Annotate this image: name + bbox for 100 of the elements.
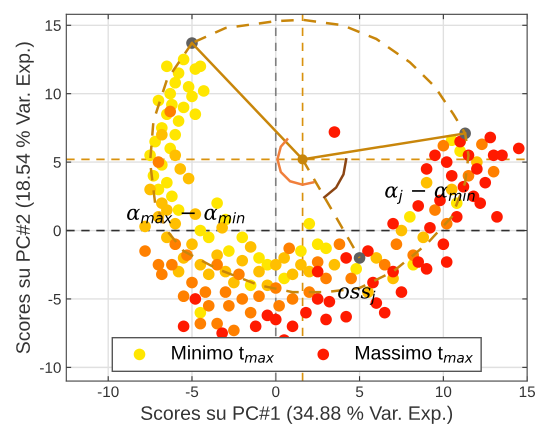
point xyxy=(186,90,198,102)
point xyxy=(211,258,223,271)
point xyxy=(334,238,346,250)
x-tick-label: 5 xyxy=(356,386,364,398)
point xyxy=(286,320,298,332)
point xyxy=(320,314,332,326)
x-tick-label: -10 xyxy=(98,386,119,398)
point xyxy=(491,211,503,223)
point xyxy=(178,290,190,302)
point xyxy=(161,176,173,188)
point xyxy=(429,204,441,216)
point xyxy=(253,266,265,278)
point xyxy=(164,106,176,118)
point xyxy=(161,204,173,216)
point xyxy=(295,245,307,257)
point xyxy=(420,176,432,188)
point xyxy=(174,163,186,175)
point xyxy=(484,132,496,144)
point xyxy=(412,200,424,212)
point xyxy=(396,286,408,298)
point xyxy=(512,142,525,154)
point xyxy=(144,184,156,196)
point xyxy=(211,197,223,209)
point xyxy=(312,238,324,250)
point xyxy=(244,306,256,318)
point xyxy=(446,170,458,182)
point xyxy=(295,258,307,271)
point xyxy=(161,60,173,72)
point xyxy=(190,208,202,220)
y-axis-title: Scores su PC#2 (18.54 % Var. Exp.) xyxy=(16,42,34,354)
point xyxy=(228,324,240,336)
point xyxy=(178,102,190,114)
point xyxy=(202,268,215,280)
point xyxy=(303,218,316,230)
x-axis-title: Scores su PC#1 (34.88 % Var. Exp.) xyxy=(141,406,452,424)
point xyxy=(186,276,198,288)
point xyxy=(156,128,168,141)
point xyxy=(471,163,483,175)
point xyxy=(202,232,215,244)
y-tick-label: 10 xyxy=(46,88,61,100)
point xyxy=(166,190,178,202)
point xyxy=(424,222,436,234)
point xyxy=(286,268,298,280)
x-tick-label: 10 xyxy=(436,386,452,398)
point xyxy=(350,263,362,275)
point xyxy=(190,293,202,305)
point xyxy=(440,156,453,168)
y-tick-label: -5 xyxy=(48,294,61,305)
point xyxy=(152,258,164,271)
point xyxy=(253,252,265,264)
y-tick-label: 5 xyxy=(54,157,61,168)
point xyxy=(156,268,168,280)
point xyxy=(340,252,352,264)
x-tick-label: 15 xyxy=(520,386,535,398)
legend-label: Minimo t$_{max}$ xyxy=(172,345,274,363)
point xyxy=(250,320,262,332)
y-tick-label: 15 xyxy=(46,20,61,31)
point xyxy=(169,76,182,89)
point xyxy=(228,276,240,288)
point xyxy=(194,306,206,318)
point xyxy=(169,128,182,141)
point xyxy=(286,293,298,305)
point xyxy=(253,290,265,302)
point xyxy=(178,54,190,66)
point xyxy=(178,320,190,332)
point xyxy=(450,211,463,223)
point xyxy=(479,176,492,188)
point xyxy=(278,252,290,264)
point xyxy=(220,286,232,298)
point xyxy=(262,310,274,322)
y-tick-label: -10 xyxy=(40,362,61,374)
point xyxy=(166,258,178,271)
point xyxy=(312,293,324,305)
point xyxy=(412,256,424,268)
point xyxy=(429,149,441,162)
point xyxy=(194,224,206,236)
y-tick-label: 0 xyxy=(54,225,61,236)
point xyxy=(438,238,450,250)
point xyxy=(172,115,184,127)
point xyxy=(438,140,450,152)
point xyxy=(362,245,374,257)
point xyxy=(298,154,308,164)
point xyxy=(378,306,391,318)
point xyxy=(270,258,282,271)
point xyxy=(283,242,295,254)
point xyxy=(320,272,332,284)
point xyxy=(236,254,248,266)
x-tick-label: -5 xyxy=(186,386,198,398)
legend-label: Massimo t$_{max}$ xyxy=(356,345,473,363)
point xyxy=(420,263,432,275)
point xyxy=(476,138,488,150)
point xyxy=(474,197,486,209)
point xyxy=(182,81,194,93)
point xyxy=(370,252,382,264)
point xyxy=(324,296,336,308)
point xyxy=(194,318,206,330)
point xyxy=(236,293,248,305)
point xyxy=(233,268,245,280)
point xyxy=(354,252,366,264)
point xyxy=(300,306,312,318)
